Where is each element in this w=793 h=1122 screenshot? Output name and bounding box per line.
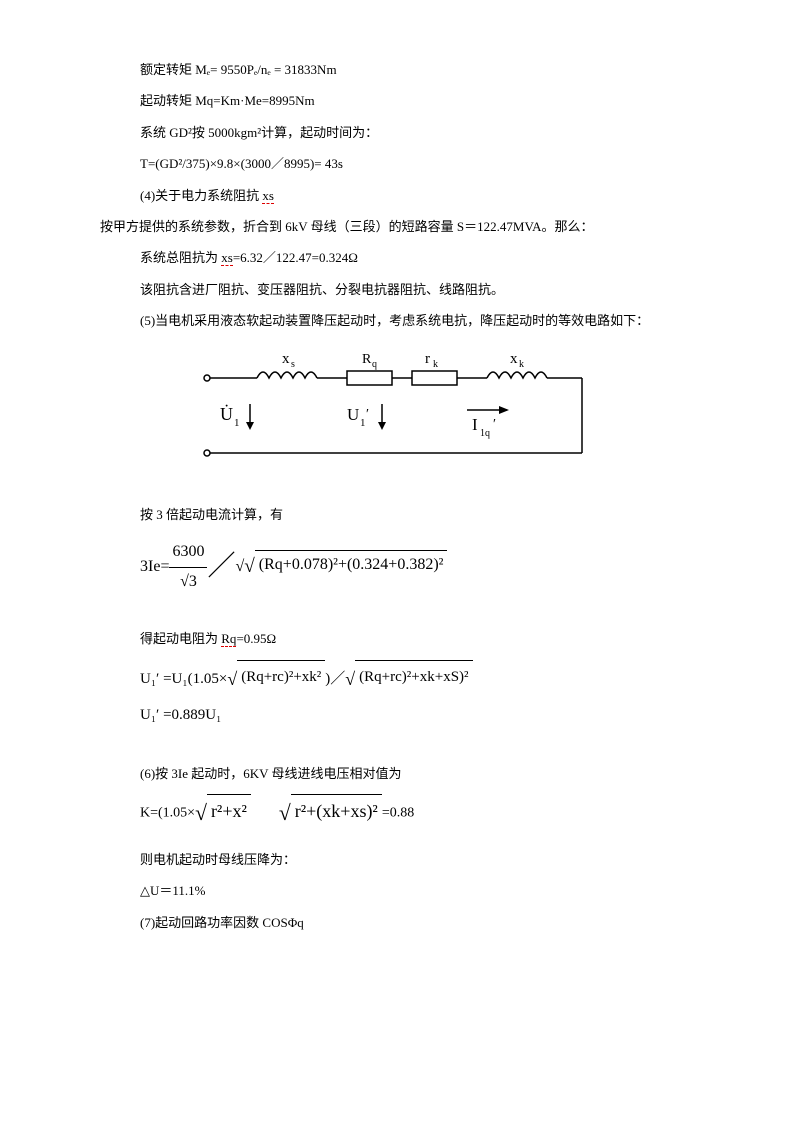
svg-text:I: I bbox=[472, 415, 478, 434]
svg-text:k: k bbox=[433, 359, 438, 370]
svg-text:q: q bbox=[372, 359, 377, 370]
svg-text:x: x bbox=[510, 351, 518, 367]
svg-text:U̇: U̇ bbox=[220, 402, 233, 423]
svg-text:R: R bbox=[362, 352, 372, 367]
eq1-den: √3 bbox=[169, 568, 207, 597]
svg-text:r: r bbox=[425, 351, 430, 367]
eq3-rad2: r²+(xk+xs)² bbox=[291, 794, 382, 827]
text: 该阻抗含进厂阻抗、变压器阻抗、分裂电抗器阻抗、线路阻抗。 bbox=[140, 282, 504, 297]
xs-symbol: xs bbox=[221, 250, 233, 266]
eq1-lhs: 3Ie bbox=[140, 558, 160, 575]
text: 起动转矩 Mq=Km·Me=8995Nm bbox=[140, 93, 315, 108]
text: 系统 GD²按 5000kgm²计算，起动时间为： bbox=[140, 125, 378, 140]
svg-text:1: 1 bbox=[360, 417, 366, 429]
para-section4: (4)关于电力系统阻抗 xs bbox=[140, 184, 693, 207]
svg-text:1q: 1q bbox=[480, 428, 490, 439]
text: T=(GD²/375)×9.8×(3000／8995)= 43s bbox=[140, 156, 343, 171]
text: 得起动电阻为 bbox=[140, 631, 221, 646]
para-gd2: 系统 GD²按 5000kgm²计算，起动时间为： bbox=[140, 121, 693, 144]
text: (7)起动回路功率因数 COSΦq bbox=[140, 915, 304, 930]
circuit-diagram: xs Rq rk xk U̇1 U1′ I1q′ bbox=[187, 348, 607, 478]
para-section5: (5)当电机采用液态软起动装置降压起动时，考虑系统电抗，降压起动时的等效电路如下… bbox=[140, 309, 693, 332]
para-3ie-calc: 按 3 倍起动电流计算，有 bbox=[140, 503, 693, 526]
para-total-impedance: 系统总阻抗为 xs=6.32／122.47=0.324Ω bbox=[140, 246, 693, 269]
equation-3: K=(1.05× r²+x² r²+(xk+xs)²=0.88 bbox=[140, 794, 693, 833]
para-starting-torque: 起动转矩 Mq=Km·Me=8995Nm bbox=[140, 89, 693, 112]
svg-text:U: U bbox=[347, 405, 359, 424]
eq3-prefix: K=(1.05× bbox=[140, 806, 195, 821]
text: =0.95Ω bbox=[236, 631, 276, 646]
para-start-time: T=(GD²/375)×9.8×(3000／8995)= 43s bbox=[140, 152, 693, 175]
svg-text:′: ′ bbox=[493, 417, 496, 432]
eq1-radicand: (Rq+0.078)²+(0.324+0.382)² bbox=[255, 550, 448, 580]
eq3-rad1: r²+x² bbox=[207, 794, 251, 827]
svg-text:1: 1 bbox=[234, 417, 240, 429]
para-section6: (6)按 3Ie 起动时，6KV 母线进线电压相对值为 bbox=[140, 762, 693, 785]
svg-text:x: x bbox=[282, 351, 290, 367]
rq-symbol: Rq bbox=[221, 631, 236, 647]
eq2-line2: U₁′ =0.889U₁ bbox=[140, 699, 693, 732]
eq2-rad2: (Rq+rc)²+xk+xS)² bbox=[355, 660, 472, 694]
para-section7: (7)起动回路功率因数 COSΦq bbox=[140, 911, 693, 934]
text: 按甲方提供的系统参数，折合到 6kV 母线（三段）的短路容量 S＝122.47M… bbox=[100, 219, 594, 234]
svg-text:′: ′ bbox=[366, 407, 369, 422]
svg-text:k: k bbox=[519, 359, 524, 370]
eq1-num: 6300 bbox=[169, 538, 207, 568]
text: (6)按 3Ie 起动时，6KV 母线进线电压相对值为 bbox=[140, 766, 402, 781]
eq2-mid: )／ bbox=[325, 671, 345, 687]
para-rq-result: 得起动电阻为 Rq=0.95Ω bbox=[140, 627, 693, 650]
eq3-gap bbox=[251, 806, 279, 821]
text: =6.32／122.47=0.324Ω bbox=[233, 250, 358, 265]
text: 则电机起动时母线压降为： bbox=[140, 852, 296, 867]
text: (4)关于电力系统阻抗 bbox=[140, 188, 262, 203]
text: 额定转矩 Mₑ= 9550Pₑ/nₑ = 31833Nm bbox=[140, 62, 337, 77]
text: 系统总阻抗为 bbox=[140, 250, 221, 265]
para-voltage-drop: △U＝11.1% bbox=[140, 879, 693, 902]
equation-1: 3Ie=6300√3／√(Rq+0.078)²+(0.324+0.382)² bbox=[140, 538, 693, 597]
xs-symbol: xs bbox=[262, 188, 274, 204]
eq2-rad1: (Rq+rc)²+xk² bbox=[237, 660, 325, 694]
eq3-suffix: =0.88 bbox=[382, 806, 414, 821]
para-rated-torque: 额定转矩 Mₑ= 9550Pₑ/nₑ = 31833Nm bbox=[140, 58, 693, 81]
para-system-params: 按甲方提供的系统参数，折合到 6kV 母线（三段）的短路容量 S＝122.47M… bbox=[100, 215, 693, 238]
para-impedance-includes: 该阻抗含进厂阻抗、变压器阻抗、分裂电抗器阻抗、线路阻抗。 bbox=[140, 278, 693, 301]
eq2-line1-lhs: U₁′ =U₁(1.05× bbox=[140, 671, 227, 687]
equation-2: U₁′ =U₁(1.05× (Rq+rc)²+xk²)／ (Rq+rc)²+xk+x… bbox=[140, 660, 693, 733]
text: △U＝11.1% bbox=[140, 883, 205, 898]
text: (5)当电机采用液态软起动装置降压起动时，考虑系统电抗，降压起动时的等效电路如下… bbox=[140, 313, 649, 328]
text: 按 3 倍起动电流计算，有 bbox=[140, 507, 283, 522]
svg-text:s: s bbox=[291, 359, 295, 370]
para-voltage-drop-intro: 则电机起动时母线压降为： bbox=[140, 848, 693, 871]
